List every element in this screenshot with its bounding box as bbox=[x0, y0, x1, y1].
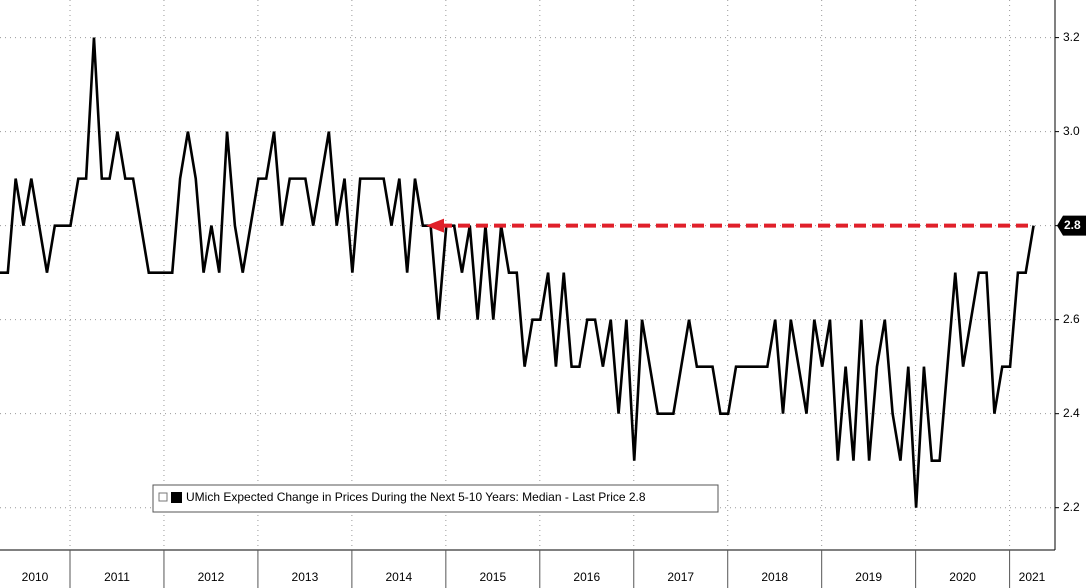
legend-label: UMich Expected Change in Prices During t… bbox=[186, 490, 646, 504]
x-tick-label: 2017 bbox=[667, 570, 694, 584]
y-tick-label: 2.2 bbox=[1063, 500, 1080, 514]
x-tick-label: 2020 bbox=[949, 570, 976, 584]
legend-toggle bbox=[158, 492, 168, 502]
legend-swatch bbox=[171, 492, 182, 503]
y-tick-label: 2.6 bbox=[1063, 312, 1080, 326]
x-tick-label: 2012 bbox=[198, 570, 225, 584]
y-tick-label: 3.0 bbox=[1063, 124, 1080, 138]
x-tick-label: 2013 bbox=[292, 570, 319, 584]
x-tick-label: 2016 bbox=[573, 570, 600, 584]
y-tick-label: 3.2 bbox=[1063, 30, 1080, 44]
series-line bbox=[0, 37, 1035, 508]
x-tick-label: 2021 bbox=[1019, 570, 1046, 584]
y-tick-label: 2.4 bbox=[1063, 406, 1080, 420]
reference-arrowhead bbox=[426, 218, 444, 233]
last-value-box bbox=[1057, 215, 1086, 236]
x-tick-label: 2014 bbox=[386, 570, 413, 584]
x-tick-label: 2019 bbox=[855, 570, 882, 584]
legend-box bbox=[152, 484, 719, 513]
x-tick-label: 2010 bbox=[22, 570, 49, 584]
x-tick-label: 2018 bbox=[761, 570, 788, 584]
last-value-label: 2.8 bbox=[1064, 218, 1081, 232]
x-tick-label: 2015 bbox=[479, 570, 506, 584]
x-tick-label: 2011 bbox=[104, 570, 130, 584]
legend: UMich Expected Change in Prices During t… bbox=[152, 484, 719, 513]
